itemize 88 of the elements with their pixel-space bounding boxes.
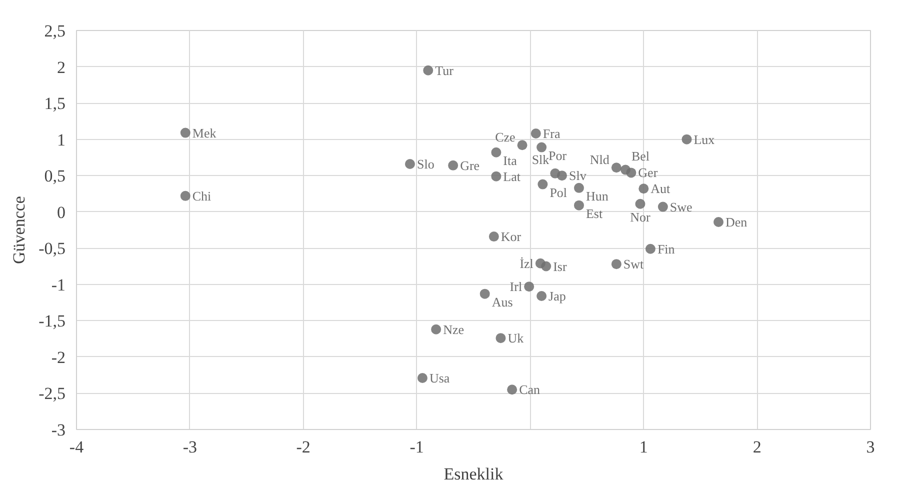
point (404, 158, 415, 169)
point (658, 202, 668, 212)
point (536, 142, 547, 152)
point (541, 261, 552, 272)
series-label: Pol (550, 184, 568, 200)
series-label: Uk (508, 330, 524, 346)
x-tick-label: -1 (410, 438, 424, 456)
series-label: Aut (650, 181, 671, 196)
y-tick-label: -1,5 (38, 312, 66, 331)
series-label: Isr (553, 258, 568, 274)
series-label: Aus (492, 294, 513, 310)
y-tick-label: 1,5 (44, 94, 66, 114)
series-label: Gre (460, 158, 480, 173)
series-label: Fra (542, 126, 560, 142)
y-tick-label: 2 (57, 58, 66, 77)
point (714, 217, 724, 228)
series-label: Nld (590, 152, 610, 168)
series-label: Usa (429, 370, 450, 386)
series-label: Swt (623, 256, 644, 272)
y-axis-title: Güvencce (10, 196, 28, 264)
series-label: Can (519, 382, 541, 398)
y-tick-label: 0 (57, 202, 66, 222)
series-label: Slk (532, 152, 550, 167)
series-label: İzl (520, 256, 534, 271)
series-label: Mek (192, 125, 217, 140)
point (538, 179, 548, 190)
series-label: Slo (416, 156, 434, 172)
series-label: Est (586, 206, 603, 221)
point (574, 182, 584, 193)
point (556, 170, 567, 181)
point (491, 147, 502, 158)
x-tick-label: -4 (69, 438, 84, 456)
series-label: Ger (638, 165, 658, 180)
point (180, 128, 190, 138)
series-label: Slv (568, 168, 587, 184)
y-tick-label: 1 (57, 130, 66, 150)
point (574, 200, 584, 210)
point (517, 140, 528, 150)
series-label: Chi (192, 188, 212, 204)
point (530, 128, 541, 139)
y-tick-label: -2 (51, 348, 66, 367)
x-axis-title: Esneklik (444, 464, 504, 484)
series-label: Irl (510, 279, 522, 294)
point (635, 198, 646, 209)
x-tick-label: 2 (752, 438, 762, 456)
series-label: Nze (443, 322, 464, 337)
series-label: Bel (631, 148, 650, 164)
point (638, 184, 649, 194)
point (180, 190, 190, 201)
point (496, 333, 506, 344)
series-label: Swe (670, 199, 693, 214)
point (507, 384, 518, 395)
series-label: Lat (503, 168, 521, 184)
point (488, 232, 499, 242)
x-tick-label: 3 (866, 438, 875, 456)
series-label: Fin (657, 241, 676, 256)
point (682, 134, 692, 144)
x-tick-label: -2 (296, 438, 310, 456)
y-tick-label: 0,5 (44, 166, 66, 186)
series-label: Ita (503, 152, 518, 168)
point (611, 259, 622, 270)
x-tick-label: 1 (639, 438, 648, 456)
y-tick-label: -1 (51, 275, 66, 294)
series-label: Den (726, 214, 748, 230)
series-label: Por (548, 148, 568, 163)
y-tick-label: -3 (51, 420, 66, 440)
point (536, 291, 547, 302)
y-tick-label: -0,5 (38, 239, 66, 258)
series-label: Tur (435, 62, 454, 78)
point (491, 171, 502, 182)
y-tick-label: -2,5 (38, 384, 66, 404)
point (417, 373, 428, 383)
point (626, 168, 636, 178)
x-tick-label: -3 (182, 438, 198, 456)
point (524, 282, 534, 292)
series-label: Kor (500, 229, 522, 244)
y-tick-label: 2,5 (44, 22, 66, 40)
point (480, 288, 490, 299)
point (448, 160, 458, 170)
series-label: Lux (694, 132, 716, 147)
point (611, 162, 622, 173)
series-label: Jap (548, 288, 566, 304)
series-label: Hun (586, 188, 609, 204)
point (423, 65, 434, 76)
series-label: Nor (630, 209, 652, 224)
point (645, 244, 656, 254)
series-label: Cze (495, 130, 516, 145)
point (431, 324, 442, 334)
